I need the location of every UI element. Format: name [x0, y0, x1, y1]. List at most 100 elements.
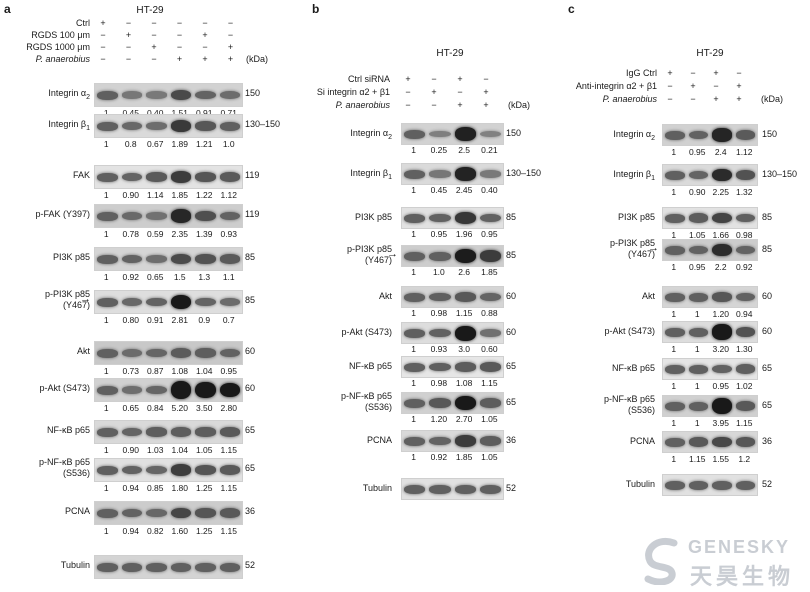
quant-value: 1	[103, 315, 109, 325]
condition-sign: −	[202, 42, 208, 52]
blot-label: p-NF-κB p65 (S536)	[340, 391, 392, 412]
quant-value: 1.25	[195, 483, 213, 493]
blot-band	[121, 297, 142, 307]
blot-band	[121, 427, 142, 437]
quant-value: 1.51	[171, 108, 189, 118]
blot-band	[97, 427, 118, 437]
kda-value: 85	[245, 295, 256, 305]
blot-band	[479, 250, 501, 262]
blot-band	[146, 508, 167, 518]
quant-value: 2.4	[714, 147, 727, 157]
kda-value: 85	[762, 244, 773, 254]
blot-band	[97, 465, 118, 475]
quant-value: 1	[103, 229, 109, 239]
blot-label: Tubulin	[625, 479, 655, 489]
blot-label: p-NF-κB p65 (S536)	[38, 457, 90, 478]
blot-band	[404, 292, 426, 302]
blot-band	[735, 213, 755, 223]
blot-band	[429, 362, 451, 372]
genesky-logo-icon	[644, 538, 678, 585]
kda-value: 65	[762, 363, 773, 373]
blot-band	[665, 437, 685, 447]
kda-value: 36	[245, 506, 256, 516]
quant-value: 0.88	[481, 308, 498, 318]
quant-value: 1	[103, 483, 109, 493]
blot-band	[97, 508, 118, 518]
condition-sign: −	[667, 81, 673, 91]
blot-band	[97, 211, 118, 221]
quant-value: 0.91	[195, 108, 213, 118]
blot-image	[401, 207, 504, 229]
blot-band	[219, 427, 240, 437]
blot-band	[404, 169, 426, 179]
quant-value: 1	[671, 187, 677, 197]
blot-band	[712, 324, 732, 340]
blot-band	[429, 251, 451, 261]
blot-image	[662, 431, 758, 453]
quant-value: 1.15	[688, 454, 706, 464]
blot-band	[146, 562, 167, 572]
blot-band	[479, 398, 501, 408]
kda-value: 60	[506, 327, 517, 337]
quant-value: 1.20	[430, 414, 448, 424]
blot-band	[121, 121, 142, 131]
blot-label: Akt	[378, 291, 392, 301]
quant-value: 1.20	[712, 309, 730, 319]
panel-label-b: b	[312, 2, 320, 16]
condition-sign: +	[736, 94, 742, 104]
kda-value: 65	[506, 361, 517, 371]
blot-band	[170, 381, 191, 399]
condition-sign: +	[713, 94, 719, 104]
quant-value: 1.12	[220, 190, 238, 200]
blot-image	[94, 555, 243, 579]
quant-value: 1.08	[171, 366, 189, 376]
quant-value: 0.60	[481, 344, 498, 354]
quant-value: 0.93	[430, 344, 448, 354]
condition-sign: +	[667, 68, 673, 78]
quant-value: 1	[411, 414, 416, 424]
quant-value: 1.04	[195, 366, 213, 376]
blot-image	[401, 123, 504, 145]
quant-value: 2.2	[714, 262, 727, 272]
quant-value: 0.90	[688, 187, 706, 197]
quant-value: 0.45	[122, 108, 140, 118]
blot-label: p-PI3K p85 (Y467)	[609, 238, 655, 259]
blot-band	[404, 213, 426, 223]
blot-band	[97, 254, 118, 264]
quant-value: 1.14	[146, 190, 164, 200]
quant-value: 1	[103, 445, 109, 455]
blot-band	[688, 401, 708, 411]
blot-image	[401, 163, 504, 185]
blot-band	[688, 327, 708, 337]
quant-value: 1.0	[222, 139, 235, 149]
condition-sign: +	[202, 54, 208, 64]
blot-image	[94, 420, 243, 444]
blot-image	[94, 458, 243, 482]
blot-band	[97, 385, 118, 395]
blot-band	[454, 212, 476, 224]
condition-sign: −	[151, 18, 157, 28]
quant-value: 3.0	[458, 344, 471, 354]
quant-value: 2.45	[455, 185, 473, 195]
blot-image	[401, 478, 504, 500]
blot-band	[665, 213, 685, 223]
condition-sign: +	[457, 100, 463, 110]
kda-value: 130–150	[506, 168, 542, 178]
kda-value: 52	[245, 560, 256, 570]
blot-label: p-PI3K p85 (Y467)	[346, 244, 392, 265]
blot-image	[401, 245, 504, 267]
blot-band	[404, 328, 426, 338]
blot-band	[170, 294, 191, 310]
kda-value: 150	[245, 88, 261, 98]
condition-sign: −	[690, 68, 696, 78]
kda-value: 52	[762, 479, 773, 489]
kda-value: 65	[245, 425, 256, 435]
blot-band	[688, 480, 708, 490]
blot-label: Tubulin	[362, 483, 392, 493]
blot-band	[170, 507, 191, 519]
blot-image	[401, 430, 504, 452]
blot-image	[94, 204, 243, 228]
quant-value: 1.03	[146, 445, 164, 455]
blot-band	[665, 401, 685, 411]
kda-value: 150	[762, 129, 778, 139]
